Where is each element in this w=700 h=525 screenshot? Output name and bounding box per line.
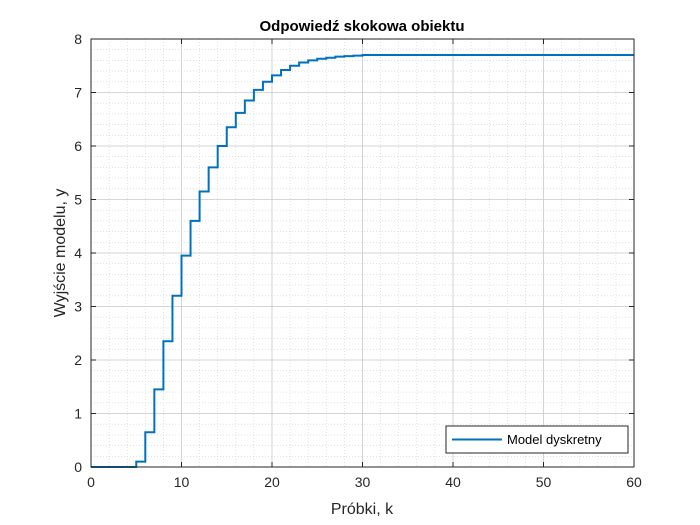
x-tick-label: 60 [626, 474, 642, 490]
y-tick-label: 3 [74, 299, 82, 315]
tick-marks [90, 38, 635, 468]
y-tick-label: 1 [74, 406, 82, 422]
x-tick-label: 40 [445, 474, 461, 490]
y-tick-label: 4 [74, 245, 82, 261]
y-tick-label: 5 [74, 192, 82, 208]
y-tick-label: 6 [74, 138, 82, 154]
y-axis-label: Wyjście modelu, y [52, 189, 69, 318]
x-tick-label: 30 [355, 474, 371, 490]
x-tick-label: 50 [536, 474, 552, 490]
x-axis-label: Próbki, k [331, 501, 394, 518]
legend: Model dyskretny [445, 425, 629, 454]
y-tick-labels: 0 1 2 3 4 5 6 7 8 [74, 31, 82, 475]
x-tick-labels: 0 10 20 30 40 50 60 [87, 474, 642, 490]
legend-label: Model dyskretny [507, 432, 602, 447]
series-layer [91, 54, 634, 468]
chart-title: Odpowiedź skokowa obiektu [259, 18, 464, 35]
series-line-0 [91, 54, 634, 468]
y-tick-label: 0 [74, 459, 82, 475]
x-tick-label: 0 [87, 474, 95, 490]
x-tick-label: 10 [174, 474, 190, 490]
y-tick-label: 7 [74, 85, 82, 101]
x-tick-label: 20 [264, 474, 280, 490]
y-tick-label: 2 [74, 352, 82, 368]
y-tick-label: 8 [74, 31, 82, 47]
